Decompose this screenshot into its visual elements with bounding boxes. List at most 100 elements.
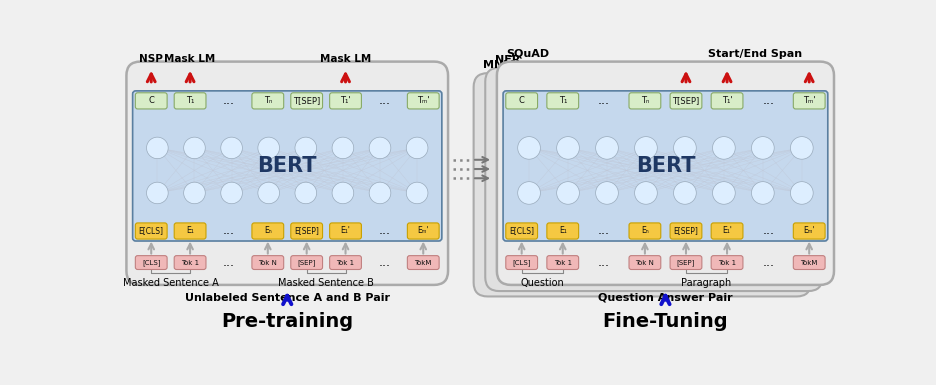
FancyBboxPatch shape	[290, 256, 322, 270]
Text: E₁: E₁	[186, 226, 194, 236]
Circle shape	[751, 137, 773, 159]
Circle shape	[369, 137, 390, 159]
FancyBboxPatch shape	[628, 256, 660, 270]
Circle shape	[146, 137, 168, 159]
Text: E₁': E₁'	[722, 226, 731, 236]
Text: ...: ...	[597, 94, 609, 107]
Text: Start/End Span: Start/End Span	[708, 49, 801, 59]
FancyBboxPatch shape	[710, 256, 742, 270]
FancyBboxPatch shape	[135, 93, 167, 109]
Text: Unlabeled Sentence A and B Pair: Unlabeled Sentence A and B Pair	[184, 293, 389, 303]
FancyBboxPatch shape	[710, 93, 742, 109]
Circle shape	[790, 137, 812, 159]
Circle shape	[517, 137, 540, 159]
Text: E₁': E₁'	[340, 226, 350, 236]
Circle shape	[257, 137, 279, 159]
FancyBboxPatch shape	[133, 91, 442, 241]
Text: TokM: TokM	[414, 259, 431, 266]
Text: Question: Question	[519, 278, 563, 288]
Text: Paragraph: Paragraph	[680, 278, 731, 288]
Circle shape	[295, 137, 316, 159]
FancyBboxPatch shape	[547, 256, 578, 270]
Text: NSP: NSP	[139, 54, 163, 64]
Text: MNLI: MNLI	[482, 60, 514, 70]
Text: Masked Sentence A: Masked Sentence A	[123, 278, 218, 288]
FancyBboxPatch shape	[252, 93, 284, 109]
Circle shape	[146, 182, 168, 204]
FancyBboxPatch shape	[793, 256, 825, 270]
FancyBboxPatch shape	[290, 223, 322, 239]
Text: C: C	[519, 96, 524, 105]
FancyBboxPatch shape	[126, 62, 447, 285]
Text: Eₙ: Eₙ	[264, 226, 271, 236]
Text: [SEP]: [SEP]	[676, 259, 695, 266]
FancyBboxPatch shape	[793, 93, 825, 109]
FancyBboxPatch shape	[252, 223, 284, 239]
Text: Tok 1: Tok 1	[181, 259, 199, 266]
Circle shape	[221, 182, 242, 204]
Text: Tₘ': Tₘ'	[417, 96, 429, 105]
Text: Tok 1: Tok 1	[553, 259, 571, 266]
Text: T₁: T₁	[558, 96, 566, 105]
Text: ...: ...	[378, 224, 390, 238]
Text: [SEP]: [SEP]	[297, 259, 315, 266]
Text: E[CLS]: E[CLS]	[508, 226, 534, 236]
Text: Tₙ: Tₙ	[263, 96, 271, 105]
FancyBboxPatch shape	[329, 223, 361, 239]
FancyBboxPatch shape	[503, 91, 826, 241]
Text: Fine-Tuning: Fine-Tuning	[602, 312, 727, 331]
Circle shape	[257, 182, 279, 204]
Circle shape	[331, 182, 354, 204]
Text: Tₙ: Tₙ	[640, 96, 649, 105]
Text: T[SEP]: T[SEP]	[672, 96, 699, 105]
FancyBboxPatch shape	[628, 93, 660, 109]
FancyBboxPatch shape	[407, 256, 439, 270]
FancyBboxPatch shape	[505, 223, 537, 239]
Circle shape	[711, 137, 735, 159]
Text: E[SEP]: E[SEP]	[673, 226, 697, 236]
Circle shape	[634, 182, 657, 204]
Text: Mask LM: Mask LM	[319, 54, 371, 64]
Text: BERT: BERT	[257, 156, 316, 176]
Text: NER: NER	[494, 55, 519, 65]
Circle shape	[556, 137, 578, 159]
FancyBboxPatch shape	[547, 223, 578, 239]
Circle shape	[221, 137, 242, 159]
Text: ...: ...	[223, 256, 235, 269]
FancyBboxPatch shape	[174, 256, 206, 270]
FancyBboxPatch shape	[135, 256, 167, 270]
Text: T₁': T₁'	[721, 96, 732, 105]
Circle shape	[183, 182, 205, 204]
Text: E[CLS]: E[CLS]	[139, 226, 164, 236]
FancyBboxPatch shape	[252, 256, 284, 270]
Text: Tok 1: Tok 1	[336, 259, 354, 266]
Text: ...: ...	[597, 256, 609, 269]
Circle shape	[634, 137, 657, 159]
Circle shape	[517, 182, 540, 204]
Circle shape	[595, 137, 618, 159]
Text: T[SEP]: T[SEP]	[293, 96, 320, 105]
Text: Tok N: Tok N	[258, 259, 277, 266]
Text: Tok 1: Tok 1	[717, 259, 736, 266]
Text: ...: ...	[761, 94, 773, 107]
FancyBboxPatch shape	[329, 93, 361, 109]
Text: [CLS]: [CLS]	[512, 259, 531, 266]
FancyBboxPatch shape	[669, 256, 701, 270]
Text: ...: ...	[761, 224, 773, 238]
Circle shape	[183, 137, 205, 159]
Text: Masked Sentence B: Masked Sentence B	[278, 278, 373, 288]
Circle shape	[790, 182, 812, 204]
Text: Pre-training: Pre-training	[221, 312, 353, 331]
Text: T₁: T₁	[185, 96, 194, 105]
Circle shape	[673, 182, 695, 204]
FancyBboxPatch shape	[135, 223, 167, 239]
FancyBboxPatch shape	[710, 223, 742, 239]
Text: Question Answer Pair: Question Answer Pair	[597, 293, 732, 303]
Text: T₁': T₁'	[340, 96, 350, 105]
FancyBboxPatch shape	[407, 223, 439, 239]
FancyBboxPatch shape	[174, 223, 206, 239]
Text: ...: ...	[597, 224, 609, 238]
Circle shape	[595, 182, 618, 204]
FancyBboxPatch shape	[505, 256, 537, 270]
Text: Eₘ': Eₘ'	[802, 226, 814, 236]
